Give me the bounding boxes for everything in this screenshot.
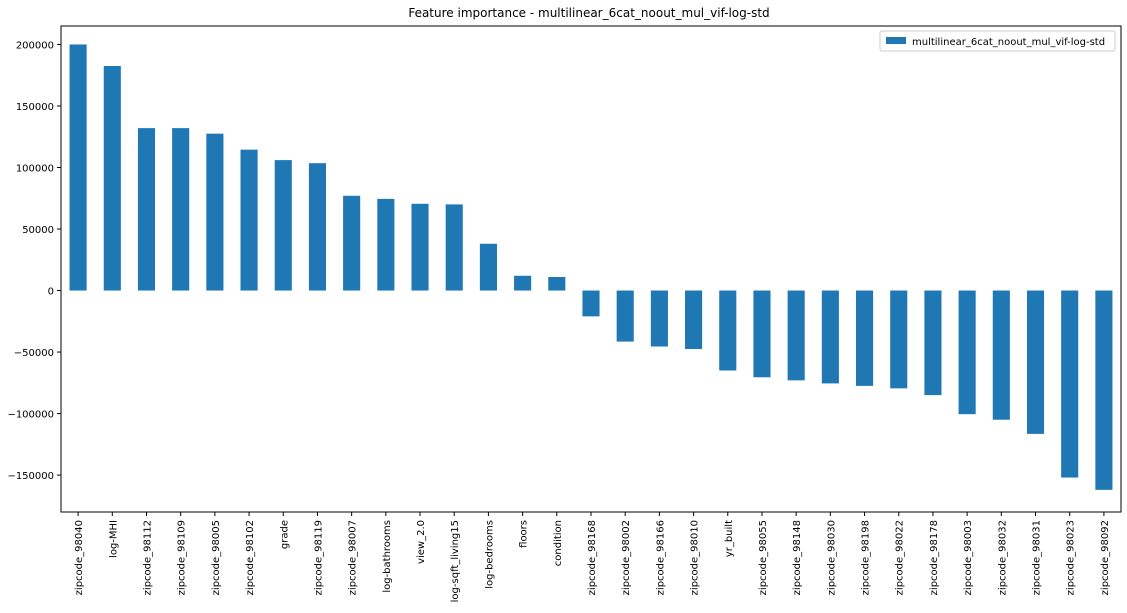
x-tick-label-zipcode_98005: zipcode_98005	[211, 520, 222, 595]
bar-zipcode_98168	[582, 290, 600, 317]
plot-area	[60, 25, 1122, 513]
bar-zipcode_98198	[856, 290, 874, 386]
x-tick-label-zipcode_98119: zipcode_98119	[313, 520, 324, 595]
bar-zipcode_98166	[650, 290, 668, 347]
x-tick-label-zipcode_98031: zipcode_98031	[1032, 520, 1043, 595]
x-tick-label-floors: floors	[519, 520, 530, 548]
bar-zipcode_98022	[890, 290, 908, 389]
x-tick-label-zipcode_98178: zipcode_98178	[929, 520, 940, 595]
bar-view_2.0	[411, 203, 429, 291]
y-tick-label: 0	[48, 287, 54, 298]
y-tick-label: 150000	[16, 102, 54, 113]
legend-swatch	[886, 37, 906, 44]
y-tick-label: 100000	[16, 163, 54, 174]
x-tick-label-grade: grade	[279, 520, 290, 549]
bar-zipcode_98055	[753, 290, 771, 378]
x-tick-label-zipcode_98092: zipcode_98092	[1100, 520, 1111, 595]
bar-zipcode_98032	[992, 290, 1010, 420]
x-tick-label-zipcode_98166: zipcode_98166	[655, 520, 666, 595]
bar-grade	[274, 160, 292, 291]
legend: multilinear_6cat_noout_mul_vif-log-std	[879, 30, 1116, 52]
x-tick-label-zipcode_98003: zipcode_98003	[963, 520, 974, 595]
x-tick-label-zipcode_98002: zipcode_98002	[621, 520, 632, 595]
x-tick-label-log-sqft_living15: log-sqft_living15	[450, 520, 461, 602]
bar-zipcode_98005	[206, 133, 224, 291]
x-tick-label-zipcode_98007: zipcode_98007	[348, 520, 359, 595]
bar-zipcode_98040	[69, 44, 87, 291]
bar-condition	[548, 277, 566, 291]
x-tick-label-zipcode_98030: zipcode_98030	[826, 520, 837, 595]
bar-zipcode_98119	[308, 163, 326, 291]
y-tick-label: 200000	[16, 40, 54, 51]
x-tick-label-condition: condition	[553, 520, 564, 566]
bar-zipcode_98112	[137, 128, 156, 291]
bar-log-MHI	[103, 65, 121, 291]
x-tick-label-zipcode_98023: zipcode_98023	[1066, 520, 1077, 595]
x-tick-label-yr_built: yr_built	[724, 520, 735, 557]
x-tick-label-log-MHI: log-MHI	[108, 520, 119, 558]
bar-floors	[514, 275, 532, 291]
x-tick-label-zipcode_98040: zipcode_98040	[74, 520, 85, 595]
y-tick-label: −50000	[14, 348, 54, 359]
x-tick-label-zipcode_98102: zipcode_98102	[245, 520, 256, 595]
x-tick-label-zipcode_98109: zipcode_98109	[177, 520, 188, 595]
chart-title: Feature importance - multilinear_6cat_no…	[408, 6, 769, 20]
x-axis: zipcode_98040 log-MHI zipcode_98112 zipcode…	[74, 512, 1111, 602]
x-tick-label-zipcode_98168: zipcode_98168	[587, 520, 598, 595]
x-tick-label-zipcode_98112: zipcode_98112	[142, 520, 153, 595]
x-tick-label-zipcode_98022: zipcode_98022	[895, 520, 906, 595]
y-tick-label: −100000	[7, 410, 54, 421]
y-tick-label: −150000	[7, 471, 54, 482]
bar-log-bathrooms	[377, 198, 395, 291]
y-axis: −150000 −100000 −50000 0 50000 100000 150000 20…	[7, 40, 61, 482]
x-tick-label-zipcode_98198: zipcode_98198	[861, 520, 872, 595]
bar-zipcode_98092	[1095, 290, 1113, 490]
bar-log-sqft_living15	[445, 204, 463, 291]
bar-zipcode_98030	[821, 290, 839, 384]
bar-zipcode_98178	[924, 290, 942, 396]
y-tick-label: 50000	[22, 225, 54, 236]
x-tick-label-zipcode_98032: zipcode_98032	[997, 520, 1008, 595]
x-tick-label-view_2.0: view_2.0	[416, 520, 427, 564]
bar-zipcode_98023	[1061, 290, 1079, 478]
bar-zipcode_98002	[616, 290, 634, 342]
bar-zipcode_98003	[958, 290, 976, 415]
bar-zipcode_98010	[685, 290, 703, 349]
x-tick-label-zipcode_98055: zipcode_98055	[758, 520, 769, 595]
bar-zipcode_98148	[787, 290, 805, 381]
bar-zipcode_98031	[1026, 290, 1045, 434]
legend-box	[879, 30, 1116, 52]
x-tick-label-log-bedrooms: log-bedrooms	[484, 520, 495, 589]
bar-zipcode_98102	[240, 149, 258, 291]
x-tick-label-log-bathrooms: log-bathrooms	[382, 520, 393, 593]
bar-zipcode_98007	[343, 195, 361, 291]
x-tick-label-zipcode_98010: zipcode_98010	[690, 520, 701, 595]
bar-zipcode_98109	[172, 128, 190, 291]
x-tick-label-zipcode_98148: zipcode_98148	[792, 520, 803, 595]
legend-label: multilinear_6cat_noout_mul_vif-log-std	[912, 37, 1105, 48]
bar-log-bedrooms	[479, 243, 497, 291]
bar-yr_built	[719, 290, 737, 371]
